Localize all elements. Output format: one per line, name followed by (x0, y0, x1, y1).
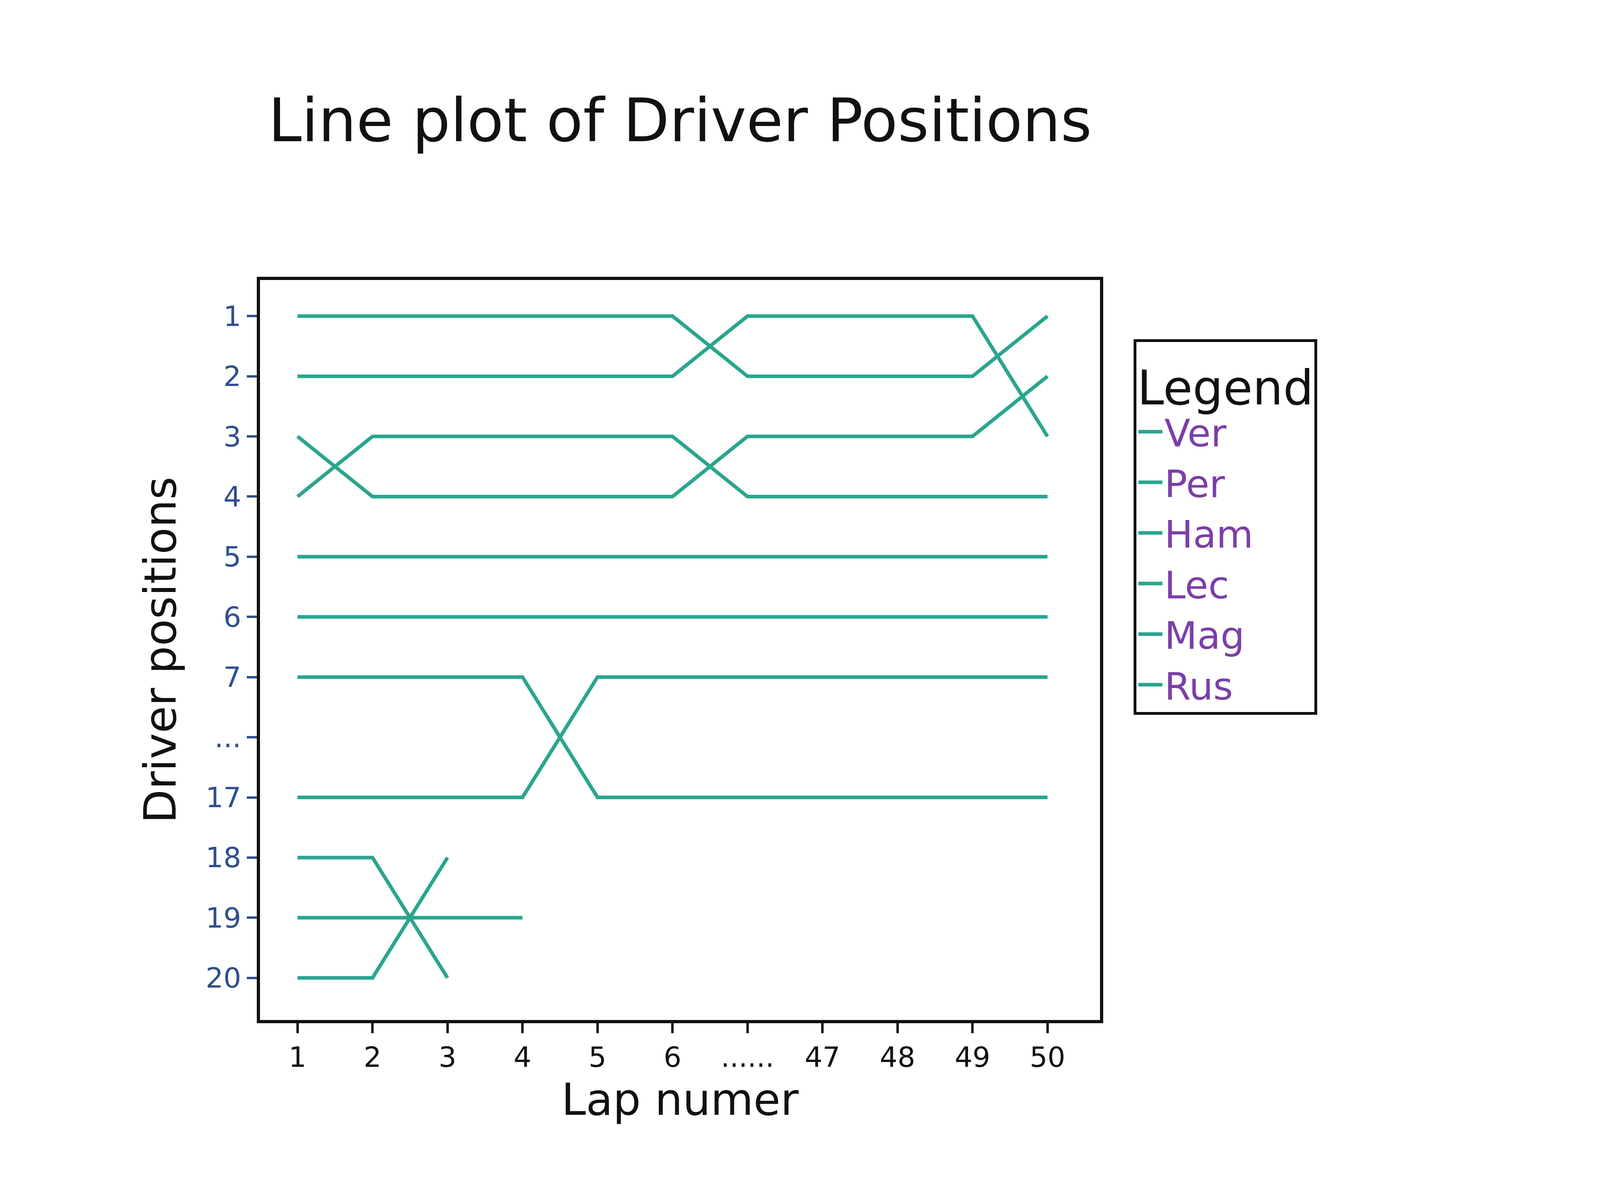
svg-text:Legend: Legend (1137, 360, 1314, 416)
svg-text:2: 2 (363, 1040, 382, 1074)
svg-text:Per: Per (1164, 462, 1226, 506)
svg-text:20: 20 (205, 961, 242, 995)
svg-text:1: 1 (223, 300, 242, 333)
svg-text:Lap numer: Lap numer (561, 1074, 800, 1126)
svg-text:4: 4 (513, 1040, 532, 1074)
svg-text:Ham: Ham (1164, 512, 1254, 557)
svg-text:19: 19 (205, 901, 242, 935)
svg-text:3: 3 (438, 1040, 457, 1074)
svg-text:Ver: Ver (1164, 411, 1227, 456)
svg-text:Line plot of Driver Positions: Line plot of Driver Positions (268, 85, 1092, 156)
svg-text:17: 17 (205, 781, 242, 814)
svg-text:Rus: Rus (1164, 664, 1233, 709)
svg-text:2: 2 (223, 360, 242, 393)
svg-text:47: 47 (804, 1040, 841, 1074)
svg-text:3: 3 (223, 420, 242, 454)
svg-text:...: ... (214, 721, 242, 754)
svg-text:Mag: Mag (1164, 613, 1245, 658)
svg-text:Driver positions: Driver positions (134, 476, 186, 824)
svg-text:5: 5 (588, 1040, 607, 1074)
svg-text:1: 1 (288, 1040, 307, 1074)
svg-text:7: 7 (223, 660, 242, 694)
svg-text:49: 49 (954, 1040, 991, 1074)
svg-text:6: 6 (663, 1040, 682, 1074)
svg-text:48: 48 (879, 1040, 916, 1074)
svg-text:50: 50 (1029, 1040, 1066, 1074)
svg-text:18: 18 (205, 841, 242, 874)
svg-text:5: 5 (223, 540, 242, 574)
svg-text:......: ...... (720, 1040, 775, 1074)
svg-text:4: 4 (223, 480, 242, 514)
svg-text:6: 6 (223, 600, 242, 634)
svg-text:Lec: Lec (1164, 563, 1230, 608)
